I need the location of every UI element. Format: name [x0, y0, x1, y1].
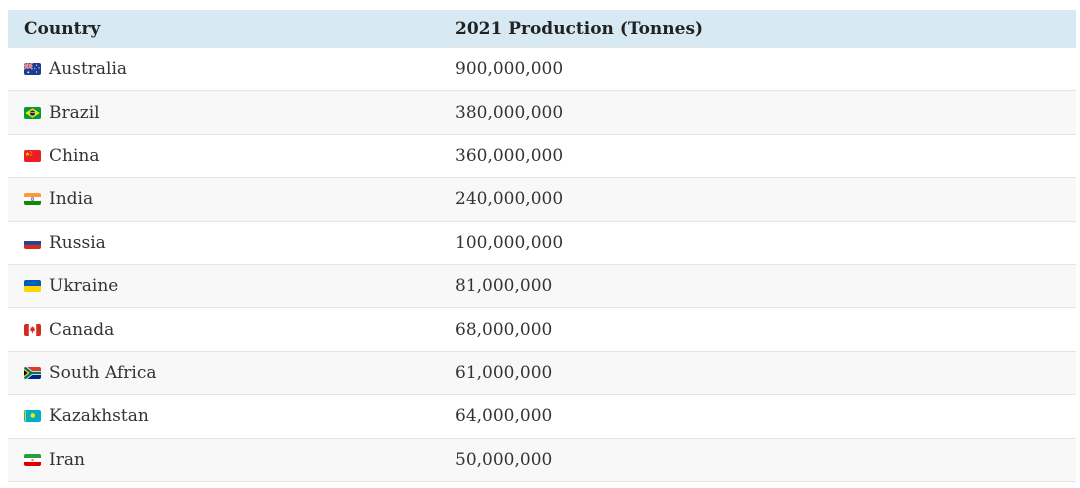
table-row: Australia 900,000,000	[8, 47, 1076, 91]
country-cell: Kazakhstan	[8, 406, 455, 426]
country-cell: Brazil	[8, 103, 455, 123]
table-row: China 360,000,000	[8, 133, 1076, 178]
table-row: India 240,000,000	[8, 177, 1076, 221]
production-value: 240,000,000	[455, 189, 564, 210]
country-cell: Canada	[8, 320, 455, 340]
canada-flag-icon	[24, 323, 41, 336]
production-value: 360,000,000	[455, 145, 564, 166]
russia-flag-icon	[24, 236, 41, 249]
country-name: Brazil	[49, 102, 100, 123]
table-row: Russia 100,000,000	[8, 220, 1076, 264]
production-value: 50,000,000	[455, 449, 553, 470]
country-name: Australia	[49, 59, 128, 80]
country-name: Kazakhstan	[49, 406, 149, 427]
column-header-country: Country	[24, 18, 101, 39]
country-cell: Iran	[8, 450, 455, 470]
production-value: 380,000,000	[455, 102, 564, 123]
production-value: 81,000,000	[455, 276, 553, 297]
country-name: Canada	[49, 319, 115, 340]
column-header-production: 2021 Production (Tonnes)	[455, 18, 704, 39]
country-name: Ukraine	[49, 276, 119, 297]
table-row: Canada 68,000,000	[8, 307, 1076, 351]
country-cell: Australia	[8, 59, 455, 79]
ukraine-flag-icon	[24, 280, 41, 293]
production-table: Country 2021 Production (Tonnes) Austral…	[8, 10, 1076, 482]
china-flag-icon	[24, 149, 41, 162]
country-cell: China	[8, 146, 455, 166]
production-value: 100,000,000	[455, 232, 564, 253]
brazil-flag-icon	[24, 106, 41, 119]
production-value: 900,000,000	[455, 59, 564, 80]
country-name: Iran	[49, 449, 85, 470]
table-body: Australia 900,000,000 Brazil 380,000,000…	[8, 47, 1076, 481]
country-cell: Ukraine	[8, 276, 455, 296]
table-row: Kazakhstan 64,000,000	[8, 394, 1076, 438]
country-name: India	[49, 189, 94, 210]
table-row: Iran 50,000,000	[8, 437, 1076, 481]
table-row: Brazil 380,000,000	[8, 90, 1076, 134]
country-cell: South Africa	[8, 363, 455, 383]
country-name: Russia	[49, 232, 106, 253]
table-header-row: Country 2021 Production (Tonnes)	[8, 10, 1076, 47]
india-flag-icon	[24, 193, 41, 206]
table-row: South Africa 61,000,000	[8, 350, 1076, 395]
country-cell: Russia	[8, 233, 455, 253]
australia-flag-icon	[24, 63, 41, 76]
production-value: 64,000,000	[455, 406, 553, 427]
south-africa-flag-icon	[24, 366, 41, 379]
table-row: Ukraine 81,000,000	[8, 263, 1076, 308]
country-name: South Africa	[49, 362, 157, 383]
iran-flag-icon	[24, 453, 41, 466]
production-value: 61,000,000	[455, 362, 553, 383]
production-value: 68,000,000	[455, 319, 553, 340]
kazakhstan-flag-icon	[24, 410, 41, 423]
country-name: China	[49, 145, 100, 166]
country-cell: India	[8, 189, 455, 209]
